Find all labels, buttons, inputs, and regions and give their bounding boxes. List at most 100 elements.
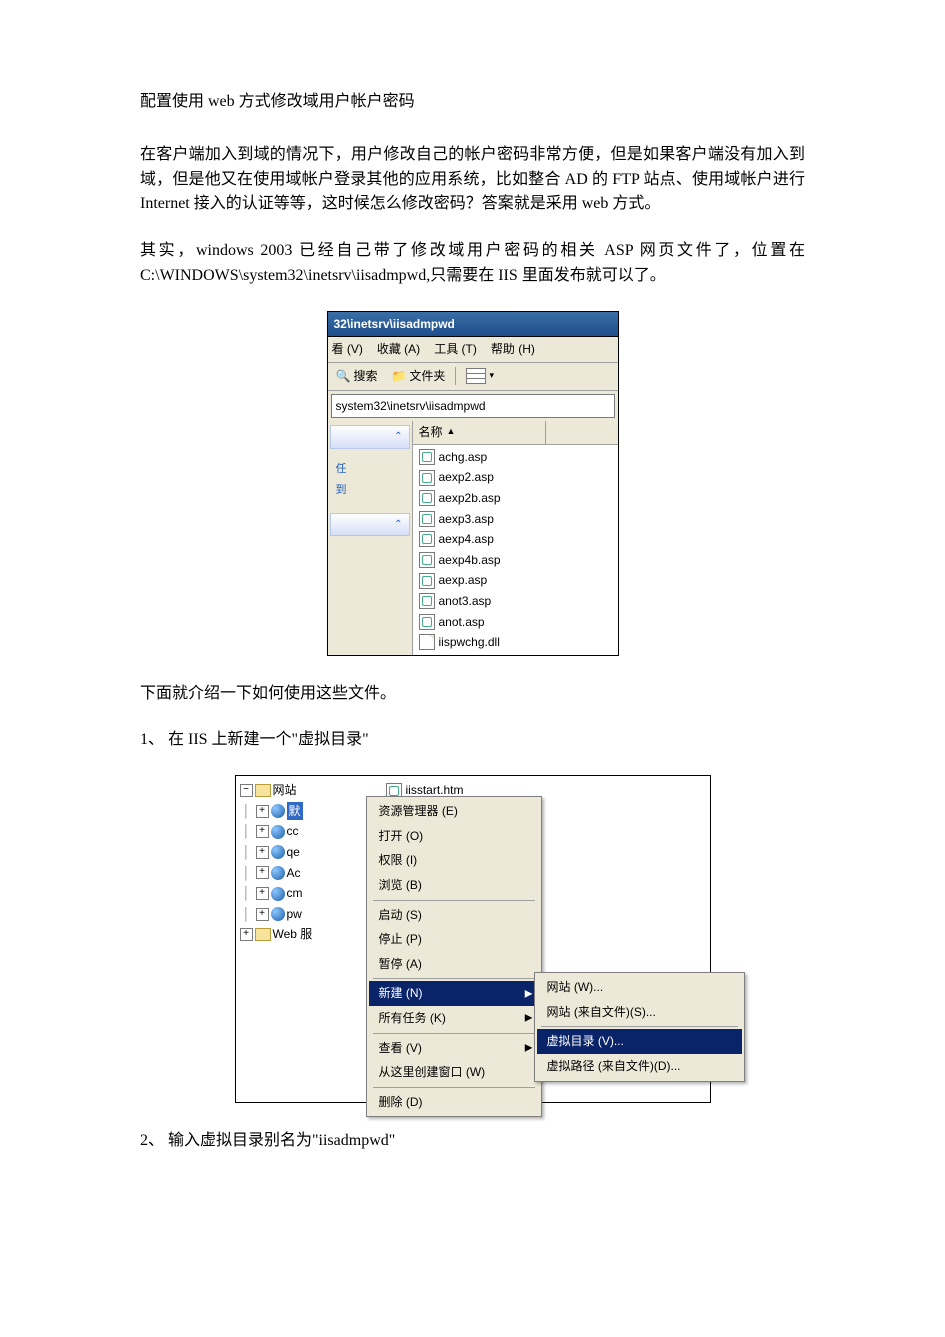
asp-file-icon (419, 531, 435, 547)
file-row[interactable]: aexp3.asp (413, 509, 618, 530)
file-row[interactable]: achg.asp (413, 447, 618, 468)
tree-node-websites[interactable]: 网站 (273, 781, 297, 800)
doc-title: 配置使用 web 方式修改域用户帐户密码 (140, 90, 805, 115)
submenu-item[interactable]: 网站 (W)... (537, 975, 742, 1000)
file-name: aexp3.asp (439, 510, 494, 529)
file-row[interactable]: iispwchg.dll (413, 632, 618, 653)
step-2: 2、 输入虚拟目录别名为"iisadmpwd" (140, 1129, 805, 1154)
task-link-1[interactable]: 任 (336, 461, 404, 478)
tree-node[interactable]: qe (287, 843, 300, 862)
website-icon (271, 866, 285, 880)
menu-item[interactable]: 权限 (I) (369, 848, 539, 873)
tasks-pane: ⌃ 任 到 ⌃ (328, 421, 413, 655)
file-name: aexp2.asp (439, 468, 494, 487)
submenu-item[interactable]: 虚拟目录 (V)... (537, 1029, 742, 1054)
tree-line: │ (240, 905, 254, 924)
file-row[interactable]: aexp2.asp (413, 467, 618, 488)
menu-view[interactable]: 看 (V) (332, 340, 363, 359)
tree-expand-icon[interactable]: + (256, 846, 269, 859)
menu-separator (373, 978, 535, 979)
submenu-item[interactable]: 网站 (来自文件)(S)... (537, 1000, 742, 1025)
menubar: 看 (V) 收藏 (A) 工具 (T) 帮助 (H) (328, 337, 618, 363)
menu-separator (373, 1087, 535, 1088)
tree-node[interactable]: cm (287, 884, 303, 903)
tree-node-default-site[interactable]: 默 (287, 802, 303, 821)
menu-item[interactable]: 停止 (P) (369, 927, 539, 952)
file-name: achg.asp (439, 448, 488, 467)
folder-icon (255, 784, 271, 797)
tree-expand-icon[interactable]: + (256, 866, 269, 879)
menu-item[interactable]: 所有任务 (K)▶ (369, 1006, 539, 1031)
column-header-name[interactable]: 名称 ▲ (413, 421, 546, 444)
tree-node[interactable]: Ac (287, 864, 301, 883)
menu-item[interactable]: 浏览 (B) (369, 873, 539, 898)
toolbar: 搜索 文件夹 ▾ (328, 363, 618, 391)
submenu-item[interactable]: 虚拟路径 (来自文件)(D)... (537, 1054, 742, 1079)
iis-manager-window: − 网站 │ + 默 │+cc│+qe│+Ac│+cm│+pw + Web 服 (235, 775, 711, 1103)
website-icon (271, 887, 285, 901)
collapse-icon: ⌃ (394, 517, 402, 533)
search-icon (336, 367, 351, 386)
menu-item[interactable]: 资源管理器 (E) (369, 799, 539, 824)
asp-file-icon (419, 470, 435, 486)
tree-node[interactable]: cc (287, 822, 299, 841)
file-list-pane: 名称 ▲ achg.aspaexp2.asp aexp2b.asp aexp3.as… (413, 421, 618, 655)
menu-item[interactable]: 打开 (O) (369, 824, 539, 849)
toolbar-search-label: 搜索 (353, 367, 377, 386)
tree-line: │ (240, 822, 254, 841)
menu-item[interactable]: 暂停 (A) (369, 952, 539, 977)
website-icon (271, 825, 285, 839)
toolbar-search-button[interactable]: 搜索 (332, 366, 382, 387)
asp-file-icon (419, 552, 435, 568)
toolbar-separator (455, 367, 456, 385)
file-row[interactable]: anot3.asp (413, 591, 618, 612)
asp-file-icon (419, 511, 435, 527)
tree-expand-icon[interactable]: + (256, 805, 269, 818)
menu-item[interactable]: 删除 (D) (369, 1090, 539, 1115)
tree-line: │ (240, 864, 254, 883)
file-name: aexp4.asp (439, 530, 494, 549)
task-header-1[interactable]: ⌃ (330, 425, 410, 449)
tree-node-web-ext[interactable]: Web 服 (273, 925, 313, 944)
menu-item[interactable]: 启动 (S) (369, 903, 539, 928)
sort-asc-icon: ▲ (447, 425, 456, 439)
context-submenu-new: 网站 (W)...网站 (来自文件)(S)... 虚拟目录 (V)...虚拟路径 … (534, 972, 745, 1081)
paragraph-2: 其实，windows 2003 已经自己带了修改域用户密码的相关 ASP 网页文… (140, 239, 805, 289)
website-icon (271, 804, 285, 818)
paragraph-3: 下面就介绍一下如何使用这些文件。 (140, 682, 805, 707)
chevron-down-icon: ▾ (489, 369, 494, 383)
task-link-2[interactable]: 到 (336, 482, 404, 499)
address-bar[interactable]: system32\inetsrv\iisadmpwd (331, 394, 615, 419)
menu-help[interactable]: 帮助 (H) (491, 340, 535, 359)
tree-line: │ (240, 843, 254, 862)
file-row[interactable]: aexp.asp (413, 570, 618, 591)
toolbar-views-button[interactable]: ▾ (462, 367, 498, 385)
tree-node[interactable]: pw (287, 905, 302, 924)
toolbar-folders-button[interactable]: 文件夹 (387, 366, 449, 387)
dll-file-icon (419, 634, 435, 650)
tree-expand-icon[interactable]: + (256, 887, 269, 900)
file-name: aexp2b.asp (439, 489, 501, 508)
step-1: 1、 在 IIS 上新建一个"虚拟目录" (140, 728, 805, 753)
menu-item[interactable]: 新建 (N)▶ (369, 981, 539, 1006)
menu-favorites[interactable]: 收藏 (A) (377, 340, 420, 359)
tree-expand-icon[interactable]: − (240, 784, 253, 797)
submenu-arrow-icon: ▶ (525, 1040, 533, 1056)
tree-expand-icon[interactable]: + (256, 825, 269, 838)
window-titlebar: 32\inetsrv\iisadmpwd (328, 312, 618, 338)
menu-item[interactable]: 查看 (V)▶ (369, 1036, 539, 1061)
file-row[interactable]: anot.asp (413, 612, 618, 633)
menu-tools[interactable]: 工具 (T) (434, 340, 477, 359)
folder-icon (391, 367, 406, 386)
collapse-icon: ⌃ (394, 429, 402, 445)
task-header-2[interactable]: ⌃ (330, 513, 410, 537)
folder-icon (255, 928, 271, 941)
tree-expand-icon[interactable]: + (240, 928, 253, 941)
file-row[interactable]: aexp2b.asp (413, 488, 618, 509)
tree-expand-icon[interactable]: + (256, 908, 269, 921)
asp-file-icon (419, 490, 435, 506)
asp-file-icon (419, 573, 435, 589)
menu-item[interactable]: 从这里创建窗口 (W) (369, 1060, 539, 1085)
file-row[interactable]: aexp4b.asp (413, 550, 618, 571)
file-row[interactable]: aexp4.asp (413, 529, 618, 550)
